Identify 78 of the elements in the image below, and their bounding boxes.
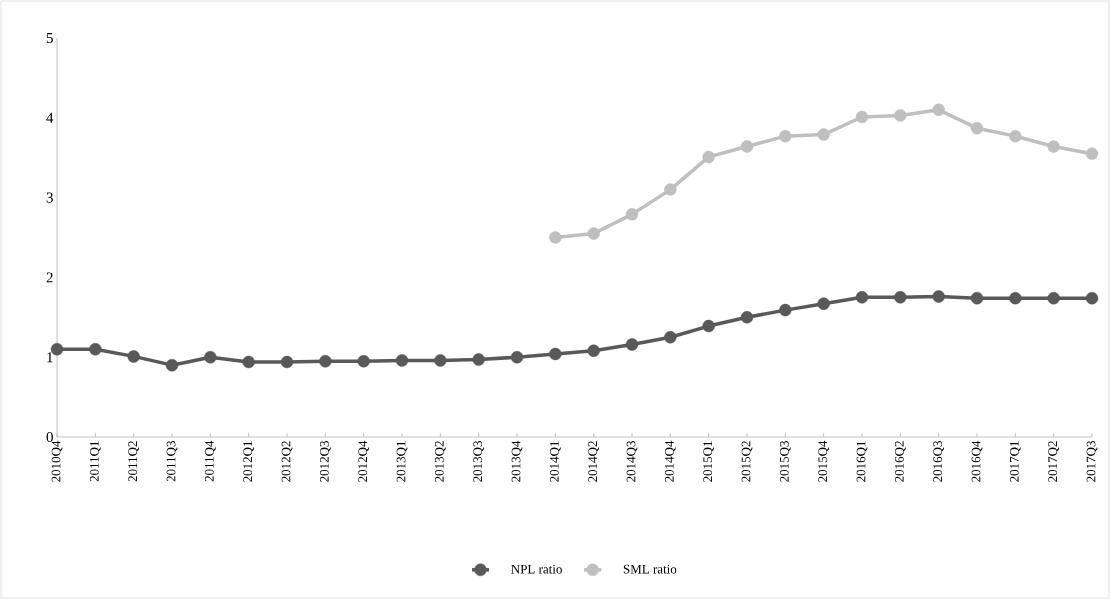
x-tick-label: 2017Q1 (1009, 441, 1021, 482)
x-tick-label: 2011Q2 (128, 441, 140, 482)
point (932, 290, 945, 303)
point (664, 331, 677, 344)
x-tick-label: 2016Q1 (856, 441, 868, 482)
x-tick-label: 2013Q4 (511, 440, 523, 482)
x-tick-label: 2012Q3 (319, 441, 331, 482)
point (587, 344, 600, 358)
x-tick-label: 2016Q4 (971, 440, 983, 482)
x-tick-label: 2013Q1 (396, 441, 408, 482)
point (280, 355, 294, 369)
point (127, 350, 140, 363)
x-tick-label: 2011Q4 (204, 440, 216, 482)
point (510, 350, 524, 364)
point (855, 291, 869, 304)
point (702, 319, 715, 333)
point (204, 350, 217, 364)
x-tick-label: 2014Q3 (626, 441, 638, 482)
point (587, 227, 600, 240)
point (740, 311, 754, 324)
point (932, 103, 945, 117)
y-tick-label: 3 (46, 192, 53, 203)
point (779, 129, 792, 143)
point (817, 297, 830, 310)
point (472, 353, 485, 366)
x-tick-label: 2011Q1 (89, 441, 101, 482)
point (357, 354, 370, 368)
point (855, 110, 869, 124)
x-tick-label: 2015Q4 (818, 440, 830, 482)
legend-label: NPL ratio (511, 564, 562, 574)
point (1009, 291, 1022, 305)
x-tick-label: 2013Q3 (473, 441, 485, 482)
y-tick-label: 2 (46, 272, 53, 283)
x-tick-label: 2016Q3 (933, 441, 945, 482)
point (1009, 129, 1022, 143)
point (89, 343, 102, 356)
point (740, 140, 754, 153)
point (779, 303, 792, 317)
point (1085, 147, 1099, 160)
y-tick-label: 4 (46, 112, 54, 123)
point (817, 128, 830, 141)
legend-label: SML ratio (623, 564, 677, 574)
x-tick-label: 2011Q3 (166, 441, 178, 482)
x-tick-label: 2015Q3 (779, 441, 791, 482)
x-tick-label: 2014Q1 (549, 441, 561, 482)
point (894, 291, 907, 304)
point (625, 208, 639, 221)
point (970, 121, 984, 135)
point (894, 109, 907, 122)
point (702, 150, 715, 164)
y-tick-label: 1 (47, 352, 53, 363)
point (970, 291, 984, 305)
point (549, 347, 562, 361)
x-tick-label: 2015Q1 (703, 441, 715, 482)
point (395, 354, 409, 367)
x-tick-label: 2014Q2 (588, 441, 600, 482)
x-tick-label: 2016Q2 (894, 441, 906, 482)
x-tick-label: 2017Q2 (1048, 441, 1060, 482)
x-tick-label: 2012Q1 (243, 441, 255, 482)
point (434, 354, 447, 367)
point (1047, 140, 1060, 153)
point (1085, 291, 1099, 305)
point (625, 338, 639, 351)
y-tick-label: 5 (46, 33, 53, 43)
point (165, 358, 179, 372)
y-tick-label: 0 (46, 431, 53, 443)
x-tick-label: 2010Q4 (51, 440, 63, 482)
point (664, 183, 677, 196)
point (1047, 291, 1060, 305)
point (549, 231, 562, 244)
point (242, 355, 255, 369)
x-tick-label: 2012Q4 (358, 440, 370, 482)
point (319, 354, 332, 368)
x-tick-label: 2012Q2 (281, 441, 293, 482)
x-tick-label: 2013Q2 (434, 441, 446, 482)
x-tick-label: 2015Q2 (741, 441, 753, 482)
x-tick-label: 2014Q4 (664, 440, 676, 482)
x-tick-label: 2017Q3 (1086, 441, 1098, 482)
